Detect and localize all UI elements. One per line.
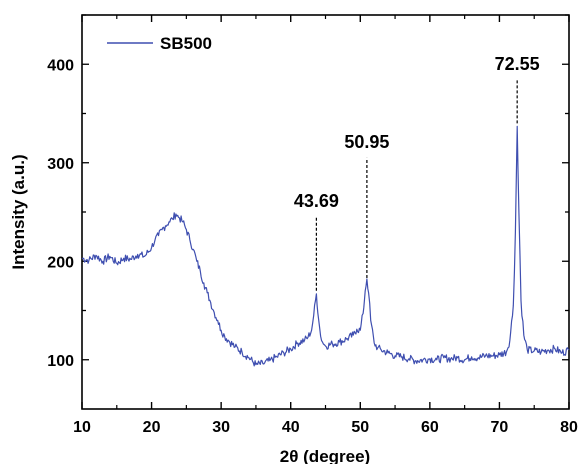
peak-label: 43.69	[294, 191, 339, 211]
peak-annotations: 43.69 50.95 72.55	[294, 54, 540, 291]
y-tick-label: 200	[47, 254, 74, 271]
axis-ticks	[81, 14, 570, 409]
peak-label: 50.95	[344, 132, 389, 152]
legend: SB500	[107, 34, 212, 53]
x-tick-label: 20	[143, 419, 161, 436]
x-tick-label: 80	[560, 419, 578, 436]
y-tick-labels: 100 200 300 400	[47, 57, 74, 370]
x-tick-label: 50	[351, 419, 369, 436]
x-tick-labels: 10 20 30 40 50 60 70 80	[73, 419, 578, 436]
peak-label: 72.55	[495, 54, 540, 74]
x-tick-label: 30	[212, 419, 230, 436]
y-axis-title: Intensity (a.u.)	[9, 154, 28, 269]
x-axis-title: 2θ (degree)	[280, 447, 370, 464]
y-tick-label: 300	[47, 156, 74, 173]
series-line-sb500	[81, 125, 570, 367]
y-tick-label: 100	[47, 353, 74, 370]
x-tick-label: 40	[282, 419, 300, 436]
y-tick-label: 400	[47, 57, 74, 74]
x-tick-label: 70	[491, 419, 509, 436]
x-tick-label: 60	[421, 419, 439, 436]
x-tick-label: 10	[73, 419, 91, 436]
legend-label-sb500: SB500	[160, 34, 212, 53]
